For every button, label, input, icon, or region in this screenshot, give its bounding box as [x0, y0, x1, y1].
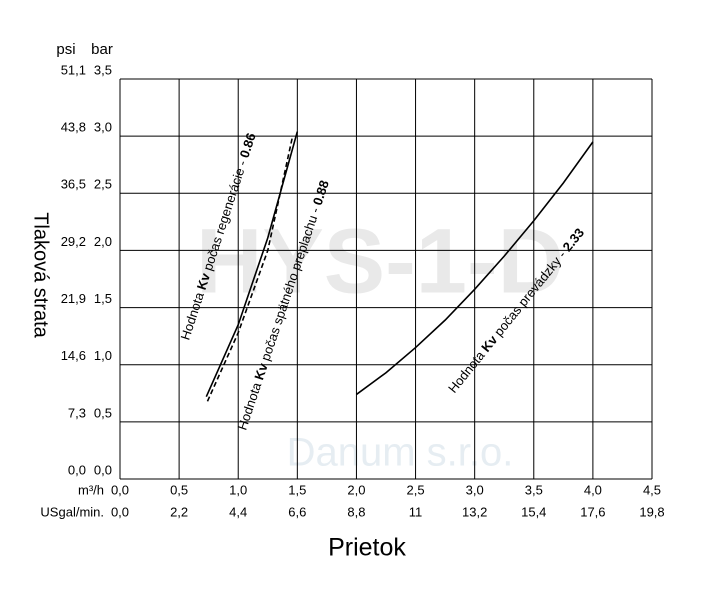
curve-label-part: Hodnota	[178, 287, 209, 342]
x-tick-label: 2,0	[347, 482, 365, 497]
curve-label-part: Hodnota	[235, 377, 266, 432]
watermark-company: Danum s.r.o.	[287, 431, 514, 475]
x2-tick-label: 17,6	[580, 504, 605, 519]
psi-unit: psi	[56, 41, 75, 58]
curve-label-part: Kv	[252, 361, 272, 382]
y-psi-tick-label: 43,8	[61, 120, 86, 135]
x-tick-label: 4,5	[643, 482, 661, 497]
x-tick-label: 0,5	[170, 482, 188, 497]
curve-label-part: 0.86	[237, 131, 259, 160]
x2-tick-label: 0,0	[111, 504, 129, 519]
x2-unit: USgal/min.	[40, 504, 104, 519]
y-tick-label: 3,0	[94, 120, 112, 135]
y-psi-tick-label: 51,1	[61, 62, 86, 77]
x2-tick-label: 6,6	[288, 504, 306, 519]
y-tick-label: 2,5	[94, 177, 112, 192]
x-tick-label: 2,5	[407, 482, 425, 497]
y-tick-label: 2,0	[94, 234, 112, 249]
y-tick-label: 0,0	[94, 462, 112, 477]
x-tick-label: 1,0	[229, 482, 247, 497]
x-tick-label: 3,5	[525, 482, 543, 497]
y-tick-label: 3,5	[94, 62, 112, 77]
y-psi-tick-label: 7,3	[68, 405, 86, 420]
y-psi-tick-label: 21,9	[61, 291, 86, 306]
x-tick-label: 1,5	[288, 482, 306, 497]
x2-tick-label: 2,2	[170, 504, 188, 519]
y-psi-tick-label: 36,5	[61, 177, 86, 192]
y-axis-title: Tlaková strata	[30, 212, 52, 338]
curve-label-part: Kv	[194, 271, 214, 292]
x-tick-label: 0,0	[111, 482, 129, 497]
x-unit: m³/h	[78, 482, 104, 497]
y-tick-label: 1,0	[94, 348, 112, 363]
curve	[205, 131, 299, 398]
bar-unit: bar	[91, 41, 113, 58]
curve	[355, 141, 594, 396]
x2-tick-label: 11	[409, 504, 423, 519]
y-tick-label: 1,5	[94, 291, 112, 306]
x2-tick-label: 8,8	[347, 504, 365, 519]
y-psi-tick-label: 29,2	[61, 234, 86, 249]
watermark: HYS-1-D	[196, 210, 564, 312]
curve-label-part: 0.88	[310, 178, 332, 207]
x2-tick-label: 15,4	[521, 504, 546, 519]
x-tick-label: 4,0	[584, 482, 602, 497]
y-tick-label: 0,5	[94, 405, 112, 420]
x-tick-label: 3,0	[466, 482, 484, 497]
x2-tick-label: 13,2	[462, 504, 487, 519]
x-axis-title: Prietok	[328, 534, 406, 562]
curve-label-part: Hodnota	[445, 346, 490, 396]
x2-tick-label: 19,8	[639, 504, 664, 519]
y-psi-tick-label: 14,6	[61, 348, 86, 363]
x2-tick-label: 4,4	[229, 504, 247, 519]
y-psi-tick-label: 0,0	[68, 462, 86, 477]
